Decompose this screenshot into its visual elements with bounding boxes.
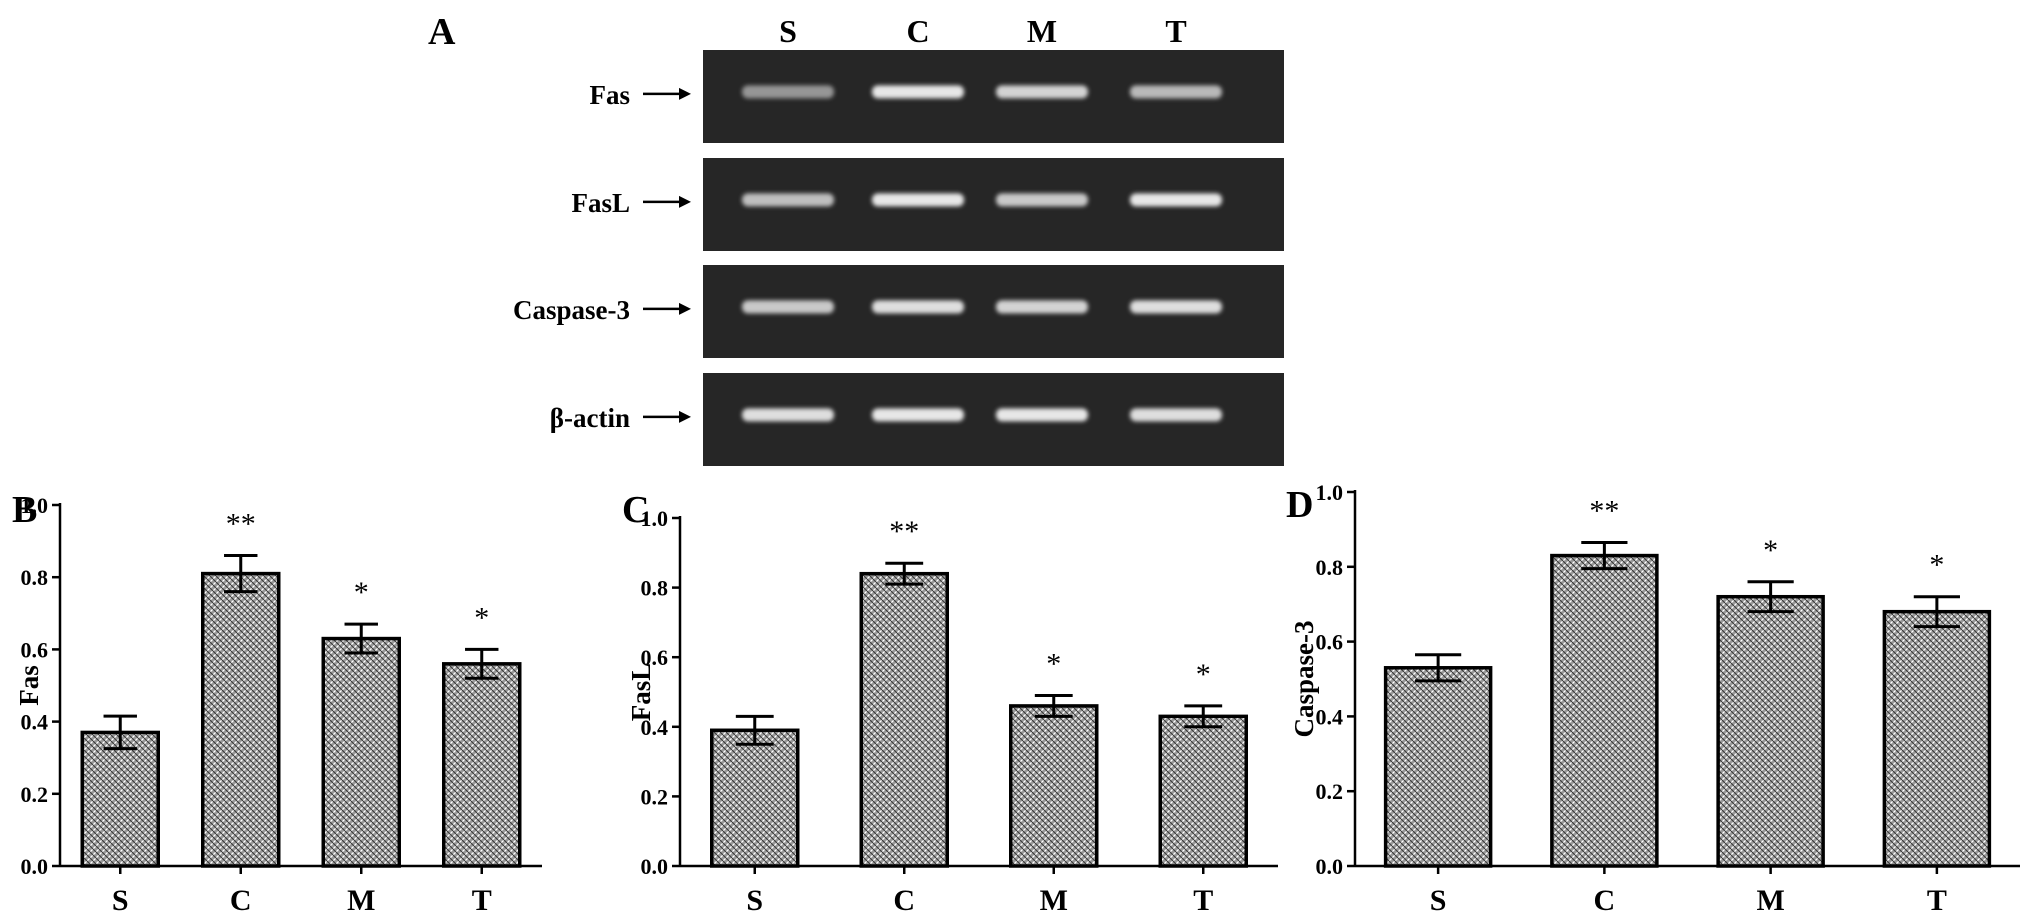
y-tick-label: 0.4 — [21, 710, 49, 735]
bar-s — [80, 730, 160, 868]
panel-letter-b: B — [12, 489, 37, 531]
bar-t — [442, 662, 522, 868]
y-tick-label: 0.8 — [1316, 555, 1344, 580]
gel-band — [742, 193, 834, 207]
bar-c — [201, 571, 281, 868]
gel-band — [872, 193, 964, 207]
gel-band — [872, 408, 964, 422]
gene-label-actin: β-actin — [550, 403, 630, 433]
significance-marker: ** — [1589, 494, 1619, 527]
panel-letter-c: C — [622, 489, 649, 531]
bar-t — [1158, 714, 1248, 868]
significance-marker: ** — [889, 515, 919, 548]
significance-marker: * — [1196, 658, 1211, 691]
gel-row-actin: β-actin — [550, 373, 1284, 466]
gene-label-fasl: FasL — [571, 188, 630, 218]
bar-t — [1882, 609, 1992, 868]
arrow-head — [679, 195, 691, 208]
bar-chart-fasl: C FasL 0.0 0.2 0.4 0.6 0.8 1.0 S ** C * M * T — [622, 489, 1278, 917]
bar-m — [321, 636, 401, 868]
x-tick-label-c: C — [230, 884, 252, 917]
gel-band — [742, 85, 834, 99]
significance-marker: * — [1763, 534, 1778, 567]
gel-band — [872, 85, 964, 99]
x-tick-label-t: T — [472, 884, 492, 917]
bar-chart-fas: B Fas 0.0 0.2 0.4 0.6 0.8 1.0 S ** C * M * T — [12, 489, 542, 917]
gel-band — [742, 408, 834, 422]
bar-s — [710, 728, 800, 868]
y-tick-label: 1.0 — [641, 506, 669, 531]
gel-band — [1130, 408, 1222, 422]
gene-label-fas: Fas — [590, 80, 631, 110]
lane-label-s: S — [779, 13, 797, 49]
gel-row-caspase-3: Caspase-3 — [513, 265, 1284, 358]
y-tick-label: 0.8 — [21, 565, 49, 590]
y-tick-label: 0.0 — [641, 854, 669, 879]
y-tick-label: 0.6 — [641, 645, 669, 670]
y-tick-label: 0.8 — [641, 576, 669, 601]
y-tick-label: 0.0 — [21, 854, 49, 879]
bar-chart-caspase-3: D Caspase-3 0.0 0.2 0.4 0.6 0.8 1.0 S ** C * M * T — [1286, 480, 2020, 917]
lane-label-m: M — [1027, 13, 1057, 49]
arrow-head — [679, 87, 691, 100]
bar-m — [1009, 704, 1099, 868]
y-tick-label: 1.0 — [21, 493, 49, 518]
y-axis-title: Caspase-3 — [1289, 620, 1319, 737]
gel-rows: Fas FasL Caspase-3 β-actin — [513, 50, 1284, 466]
x-tick-label-s: S — [112, 884, 129, 917]
gel-band — [872, 300, 964, 314]
gel-panel: A S C M T Fas FasL Caspase-3 β-actin — [428, 11, 1284, 466]
gel-band — [742, 300, 834, 314]
gene-label-caspase-3: Caspase-3 — [513, 295, 630, 325]
gel-row-fasl: FasL — [571, 158, 1284, 251]
x-tick-label-m: M — [347, 884, 375, 917]
y-tick-label: 1.0 — [1316, 480, 1344, 505]
gel-band — [1130, 300, 1222, 314]
gel-band — [996, 193, 1088, 207]
y-tick-label: 0.2 — [641, 784, 669, 809]
bar-c — [859, 571, 949, 868]
panel-letter-a: A — [428, 11, 456, 53]
significance-marker: * — [474, 601, 489, 634]
significance-marker: * — [1929, 549, 1944, 582]
significance-marker: * — [1046, 647, 1061, 680]
x-tick-label-c: C — [1594, 884, 1616, 917]
x-tick-label-c: C — [893, 884, 915, 917]
y-tick-label: 0.2 — [21, 782, 49, 807]
significance-marker: ** — [226, 508, 256, 541]
y-tick-label: 0.4 — [1316, 704, 1344, 729]
bar-s — [1383, 666, 1493, 868]
lane-label-c: C — [906, 13, 929, 49]
arrow-head — [679, 410, 691, 423]
y-tick-label: 0.6 — [21, 637, 49, 662]
x-tick-label-t: T — [1193, 884, 1213, 917]
gel-row-fas: Fas — [590, 50, 1284, 143]
y-tick-label: 0.6 — [1316, 630, 1344, 655]
gel-band — [996, 300, 1088, 314]
y-tick-label: 0.4 — [641, 715, 669, 740]
gel-band — [996, 85, 1088, 99]
x-tick-label-m: M — [1040, 884, 1068, 917]
y-tick-label: 0.0 — [1316, 854, 1344, 879]
lane-label-t: T — [1165, 13, 1186, 49]
bar-m — [1716, 594, 1825, 868]
x-tick-label-m: M — [1756, 884, 1784, 917]
gel-band — [1130, 85, 1222, 99]
significance-marker: * — [354, 576, 369, 609]
bar-c — [1550, 553, 1659, 868]
y-tick-label: 0.2 — [1316, 779, 1344, 804]
gel-band — [1130, 193, 1222, 207]
x-tick-label-t: T — [1927, 884, 1947, 917]
y-axis-title: Fas — [14, 665, 44, 706]
panel-letter-d: D — [1286, 484, 1313, 526]
y-axis-title: FasL — [626, 663, 656, 722]
arrow-head — [679, 302, 691, 315]
gel-band — [996, 408, 1088, 422]
x-tick-label-s: S — [746, 884, 763, 917]
x-tick-label-s: S — [1430, 884, 1447, 917]
